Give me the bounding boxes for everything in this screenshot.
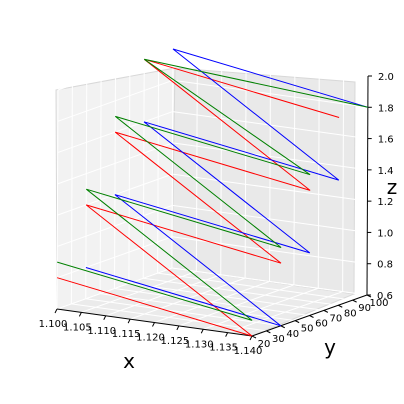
x-tick-label: 1.115 (112, 329, 141, 340)
grid-line-y (157, 54, 160, 274)
y-tick-label: 30 (272, 334, 285, 345)
y-tick-label: 40 (286, 329, 299, 340)
grid-line-x (317, 69, 320, 289)
z-tick-label: 1.6 (378, 135, 394, 146)
grid-line-y (157, 272, 353, 301)
series-line-1 (56, 58, 340, 337)
grid-line-y (99, 74, 102, 294)
grid-line-y (128, 64, 131, 284)
grid-line-y (70, 84, 73, 304)
grid-line-y (85, 298, 281, 327)
grid-line-z (57, 48, 174, 91)
grid-line-x (220, 55, 223, 275)
x-tick-label: 1.100 (39, 319, 68, 330)
x-tick-label: 1.105 (63, 322, 92, 333)
x-tick-label: 1.135 (209, 343, 238, 354)
y-tick-label: 100 (369, 298, 388, 309)
grid-line-z (172, 236, 368, 265)
grid-line-z (172, 48, 369, 77)
z-tick-label: 2.0 (378, 72, 394, 83)
y-tick (309, 315, 314, 318)
x-tick-label: 1.130 (185, 339, 214, 350)
grid-line-z (172, 204, 368, 233)
y-tick-label: 60 (315, 319, 328, 330)
z-tick-label: 1.0 (377, 228, 393, 239)
grid-line-y (143, 277, 339, 306)
tick-labels: 1.1001.1051.1101.1151.1201.1251.1301.135… (39, 72, 394, 357)
grid-line-y (128, 282, 324, 311)
x-tick (54, 308, 58, 314)
y-tick-label: 20 (258, 339, 271, 350)
y-tick (294, 320, 300, 324)
y-tick (266, 330, 271, 334)
y-axis-label: y (324, 335, 336, 359)
x-tick (103, 315, 107, 320)
z-tick-label: 1.2 (377, 197, 393, 208)
x-tick (152, 322, 155, 327)
grid-line-z (57, 204, 173, 247)
y-tick (280, 325, 285, 329)
y-tick (352, 299, 357, 303)
y-tick-label: 70 (330, 313, 343, 324)
x-axis-label: x (123, 349, 135, 373)
grid-line-z (57, 79, 174, 122)
z-axis-line (366, 75, 369, 296)
z-tick-label: 1.8 (378, 103, 394, 114)
grid-line-y (114, 288, 310, 316)
x-tick (225, 332, 229, 337)
z-axis-label: z (387, 175, 398, 199)
grid-line-z (56, 236, 173, 279)
x-tick (176, 325, 180, 331)
x-tick (200, 329, 204, 334)
series-line-2 (85, 48, 369, 327)
x-tick-label: 1.110 (87, 326, 116, 337)
z-tick-label: 0.6 (377, 291, 393, 302)
x-tick (249, 335, 253, 341)
y-tick (338, 304, 343, 308)
y-tick (251, 335, 257, 339)
y-tick-label: 50 (301, 324, 314, 335)
grid-line-x (342, 72, 345, 292)
z-tick-label: 0.8 (377, 260, 393, 271)
series-line-3 (57, 58, 369, 321)
y-tick-label: 90 (358, 303, 371, 314)
grid-line-z (172, 79, 368, 108)
grid-line-z (56, 267, 173, 310)
grid-line-z (57, 142, 173, 185)
z-tick-label: 1.4 (378, 166, 394, 177)
grid-line-y (71, 303, 267, 332)
grid-line-x (195, 52, 198, 272)
grid-line-y (142, 59, 145, 279)
grid-line-z (172, 173, 368, 202)
grid-line-y (114, 69, 116, 289)
grid-line-x (269, 62, 271, 282)
y-tick-label: 80 (344, 308, 357, 319)
x-tick (78, 312, 82, 317)
grid-line-z (172, 111, 368, 140)
y-axis-line (251, 294, 368, 337)
x-tick-label: 1.120 (136, 333, 165, 344)
grid-line-y (56, 89, 59, 310)
grid-line-z (172, 142, 368, 171)
grid-line-z (171, 267, 368, 296)
grid-line-y (171, 48, 174, 269)
x-tick-label: 1.140 (234, 346, 263, 357)
y-tick (323, 309, 329, 313)
axes (54, 75, 372, 341)
grid-line-y (100, 293, 296, 322)
data-lines (56, 48, 369, 337)
x-axis-line (56, 308, 253, 337)
x-tick (127, 318, 131, 324)
x-tick-label: 1.125 (161, 336, 190, 347)
grid-line-x (244, 59, 247, 279)
